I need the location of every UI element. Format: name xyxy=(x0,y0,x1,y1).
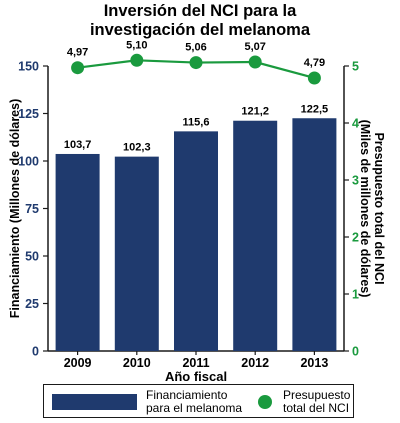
x-tick-label: 2013 xyxy=(300,356,328,370)
right-tick-label: 4 xyxy=(352,117,359,131)
line-value-label: 4,97 xyxy=(67,47,88,59)
right-tick-label: 0 xyxy=(352,345,359,359)
line-value-label: 4,79 xyxy=(304,57,325,69)
bar-value-label: 103,7 xyxy=(64,139,92,151)
legend-bar-swatch xyxy=(52,394,137,410)
bar xyxy=(114,156,159,351)
bar-value-label: 102,3 xyxy=(123,142,151,154)
right-axis-title-line-1: Presupuesto total del NCI xyxy=(372,132,386,284)
chart-title-line-1: Inversión del NCI para la xyxy=(103,2,297,20)
bar-value-label: 121,2 xyxy=(241,106,269,118)
line-value-label: 5,06 xyxy=(185,42,206,54)
x-axis-title: Año fiscal xyxy=(165,369,227,384)
left-tick-label: 50 xyxy=(25,250,39,264)
legend: Financiamiento para el melanoma Presupue… xyxy=(43,384,354,418)
line-point xyxy=(130,53,144,67)
chart-title: Inversión del NCI para la investigación … xyxy=(0,2,400,40)
left-tick-label: 0 xyxy=(32,345,39,359)
bar-value-label: 122,5 xyxy=(301,103,329,115)
right-axis-title-line-2: (Miles de millones de dólares) xyxy=(358,120,372,298)
left-tick-label: 25 xyxy=(25,297,39,311)
left-tick-label: 125 xyxy=(18,107,39,121)
x-tick-label: 2009 xyxy=(64,356,92,370)
x-tick-label: 2010 xyxy=(123,356,151,370)
x-tick-label: 2012 xyxy=(241,356,269,370)
right-tick-label: 1 xyxy=(352,288,359,302)
legend-line-swatch xyxy=(258,395,272,409)
line-value-label: 5,07 xyxy=(244,41,265,53)
legend-line-label: Presupuesto total del NCI xyxy=(283,388,351,415)
legend-bar-label: Financiamiento para el melanoma xyxy=(146,388,243,415)
left-tick-label: 100 xyxy=(18,155,39,169)
left-axis-title: Financiamiento (Millones de dólares) xyxy=(8,99,22,318)
bar xyxy=(55,153,100,351)
left-tick-label: 75 xyxy=(25,202,39,216)
right-tick-label: 2 xyxy=(352,231,359,245)
right-tick-label: 3 xyxy=(352,174,359,188)
left-tick-label: 150 xyxy=(18,60,39,74)
right-tick-label: 5 xyxy=(352,60,359,74)
chart-title-line-2: investigación del melanoma xyxy=(89,21,311,39)
line-point xyxy=(248,55,262,69)
line-point xyxy=(189,56,203,70)
bar xyxy=(292,118,337,351)
line-point xyxy=(307,71,321,85)
bar-value-label: 115,6 xyxy=(183,116,210,128)
line-point xyxy=(71,61,85,75)
bar xyxy=(233,120,278,351)
x-tick-label: 2011 xyxy=(182,356,209,370)
bar xyxy=(174,131,218,351)
line-value-label: 5,10 xyxy=(126,39,147,51)
